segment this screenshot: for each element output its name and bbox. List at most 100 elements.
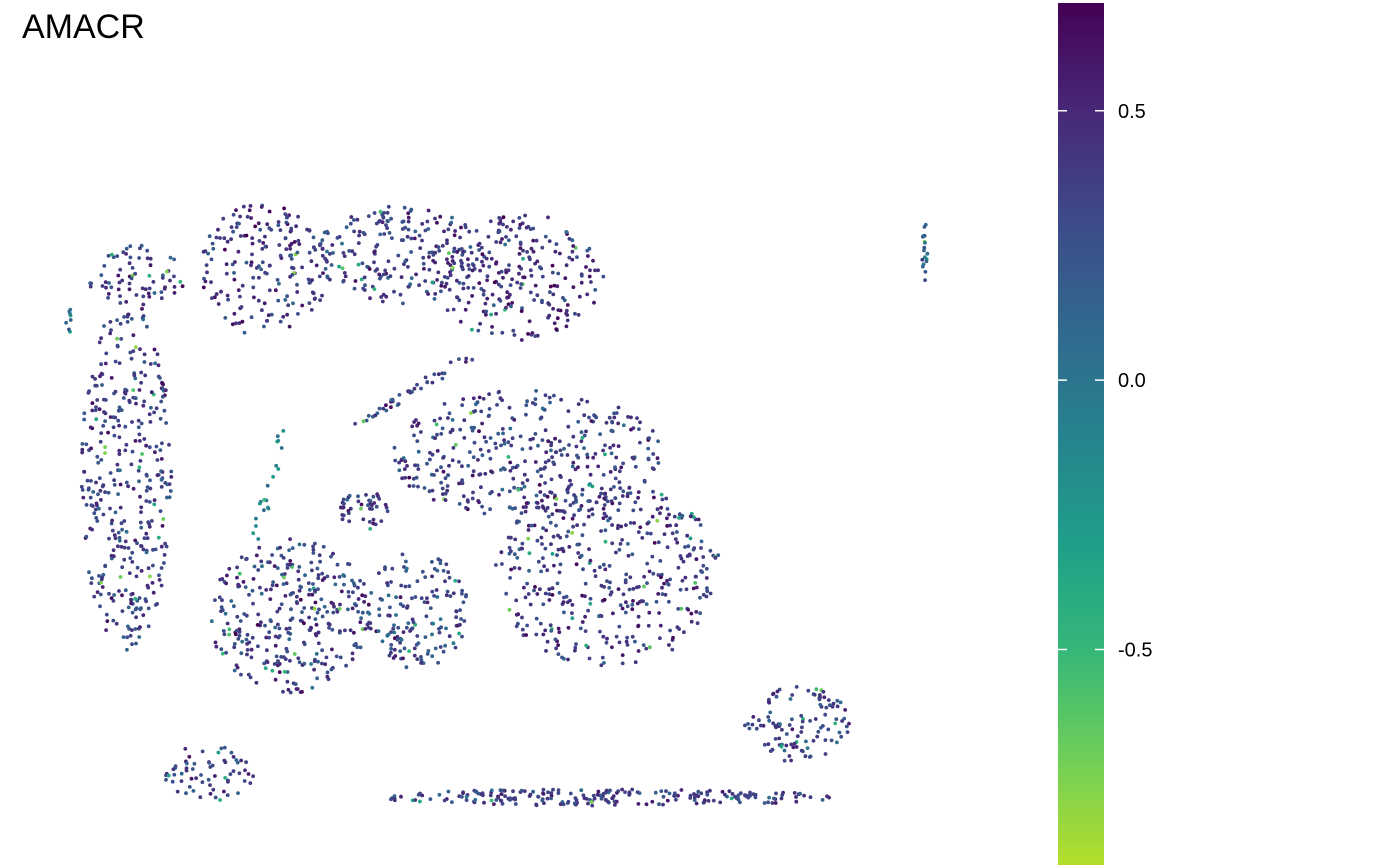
spot-point bbox=[397, 460, 401, 465]
spot-point bbox=[512, 485, 516, 490]
spot-point bbox=[630, 607, 635, 612]
spot-point bbox=[658, 623, 663, 628]
spot-point bbox=[178, 279, 183, 284]
spot-point bbox=[143, 597, 148, 602]
spot-point bbox=[137, 479, 141, 484]
spot-point bbox=[107, 536, 111, 541]
spot-point bbox=[542, 564, 546, 569]
spot-point bbox=[123, 424, 128, 429]
spot-point bbox=[478, 321, 482, 326]
spot-point bbox=[230, 322, 235, 327]
spot-point bbox=[655, 507, 660, 512]
spot-point bbox=[660, 592, 665, 596]
spot-point bbox=[431, 258, 435, 263]
spot-point bbox=[461, 397, 466, 401]
spot-point bbox=[113, 415, 118, 420]
spot-point bbox=[111, 425, 116, 430]
spot-point bbox=[470, 294, 474, 298]
spot-point bbox=[642, 574, 646, 579]
spot-point bbox=[378, 232, 383, 237]
spot-point bbox=[225, 293, 230, 298]
spot-point bbox=[657, 611, 661, 615]
spot-point bbox=[455, 295, 460, 300]
spot-point bbox=[554, 242, 559, 247]
spot-point bbox=[500, 398, 504, 403]
spot-point bbox=[460, 253, 465, 257]
spot-point bbox=[565, 453, 570, 457]
spot-point bbox=[442, 402, 447, 406]
spot-point bbox=[110, 252, 114, 257]
spot-point bbox=[479, 287, 484, 291]
spot-point bbox=[630, 455, 635, 460]
spot-point bbox=[467, 267, 472, 271]
spot-point bbox=[158, 448, 163, 452]
spot-point bbox=[555, 581, 560, 586]
spot-point bbox=[570, 616, 575, 621]
spot-point bbox=[551, 292, 556, 297]
spot-point bbox=[484, 256, 489, 261]
spot-point bbox=[621, 461, 625, 466]
spot-point bbox=[574, 562, 579, 567]
spot-point bbox=[329, 263, 334, 267]
spot-point bbox=[505, 225, 509, 229]
spot-point bbox=[442, 275, 447, 279]
spot-point bbox=[519, 338, 524, 342]
spot-point bbox=[686, 607, 691, 612]
spot-point bbox=[372, 211, 377, 215]
spot-point bbox=[420, 238, 424, 243]
spot-point bbox=[587, 415, 591, 420]
spot-point bbox=[282, 206, 286, 211]
spot-point bbox=[445, 488, 450, 493]
spot-point bbox=[571, 285, 576, 290]
spot-point bbox=[320, 293, 324, 298]
spot-point bbox=[159, 469, 164, 474]
spot-point bbox=[562, 510, 567, 515]
spot-point bbox=[430, 280, 435, 285]
spot-point bbox=[447, 251, 451, 256]
spot-point bbox=[160, 386, 165, 390]
spot-point bbox=[577, 294, 582, 299]
spot-point bbox=[89, 503, 94, 508]
spot-point bbox=[522, 484, 527, 489]
spot-point bbox=[455, 250, 460, 254]
spot-point bbox=[363, 283, 367, 288]
spot-point bbox=[423, 279, 428, 283]
spot-point bbox=[565, 303, 570, 307]
spot-point bbox=[162, 408, 167, 413]
spot-point bbox=[543, 546, 548, 551]
spot-point bbox=[705, 586, 709, 591]
spot-point bbox=[140, 307, 144, 311]
spot-point bbox=[486, 234, 491, 239]
spot-point bbox=[445, 238, 449, 243]
spot-point bbox=[147, 286, 152, 291]
spot-point bbox=[141, 613, 146, 617]
spot-point bbox=[297, 242, 302, 247]
spot-point bbox=[609, 451, 614, 456]
spot-point bbox=[585, 292, 590, 297]
spot-point bbox=[104, 612, 109, 617]
spot-point bbox=[476, 243, 481, 248]
spot-point bbox=[475, 400, 480, 405]
spot-point bbox=[420, 222, 425, 226]
spot-point bbox=[169, 469, 174, 474]
spot-point bbox=[116, 287, 121, 292]
spot-point bbox=[225, 239, 230, 244]
spot-point bbox=[554, 327, 559, 331]
spot-point bbox=[565, 313, 570, 317]
spot-point bbox=[487, 392, 491, 396]
spot-point bbox=[610, 501, 615, 506]
spot-point bbox=[137, 256, 142, 260]
spot-point bbox=[409, 276, 414, 280]
spot-point bbox=[576, 551, 581, 555]
spot-point bbox=[528, 446, 533, 451]
spot-point bbox=[579, 504, 584, 508]
spot-point bbox=[145, 256, 150, 261]
spot-point bbox=[576, 313, 581, 317]
spot-point bbox=[107, 591, 111, 596]
spot-point bbox=[621, 592, 626, 597]
spot-point bbox=[130, 266, 135, 270]
spot-point bbox=[124, 480, 129, 485]
spot-point bbox=[393, 458, 398, 463]
spot-point bbox=[468, 245, 473, 249]
spot-point bbox=[442, 229, 446, 234]
